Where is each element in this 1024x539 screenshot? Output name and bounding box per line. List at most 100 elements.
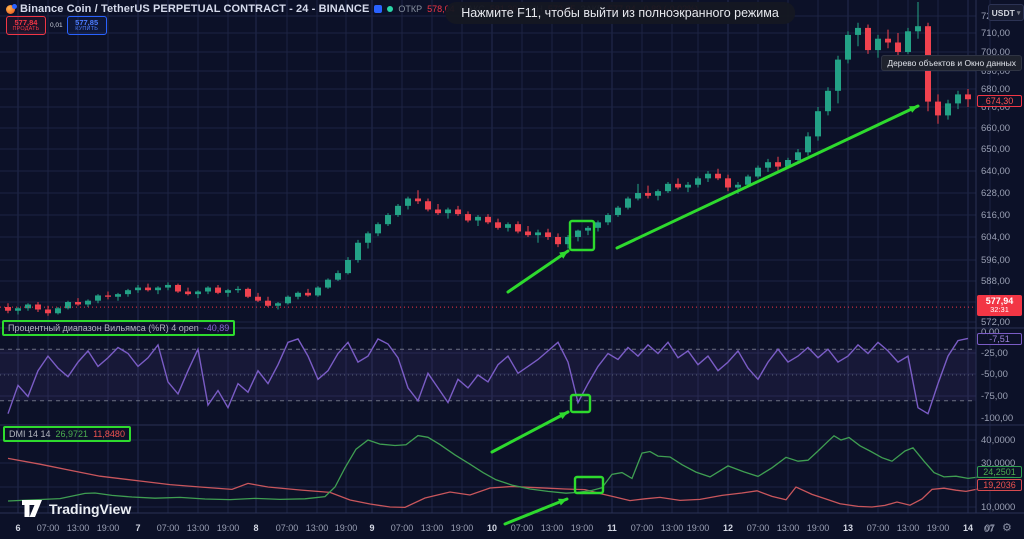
wr-value: -40,89 bbox=[203, 323, 230, 333]
svg-text:07:00: 07:00 bbox=[511, 523, 534, 533]
svg-text:10: 10 bbox=[487, 523, 497, 533]
svg-text:628,00: 628,00 bbox=[981, 188, 1010, 199]
dmi-lines bbox=[7, 434, 1015, 509]
svg-text:13: 13 bbox=[843, 523, 853, 533]
svg-text:-50,00: -50,00 bbox=[981, 369, 1008, 380]
svg-text:650,00: 650,00 bbox=[981, 144, 1010, 155]
svg-text:19:00: 19:00 bbox=[571, 523, 594, 533]
svg-text:13:00: 13:00 bbox=[187, 523, 210, 533]
svg-text:604,00: 604,00 bbox=[981, 232, 1010, 243]
buy-button[interactable]: 577,85 КУПИТЬ bbox=[66, 16, 107, 35]
svg-text:12: 12 bbox=[723, 523, 733, 533]
svg-text:640,00: 640,00 bbox=[981, 166, 1010, 177]
svg-text:572,00: 572,00 bbox=[981, 317, 1010, 328]
tradingview-logo-icon bbox=[22, 500, 42, 517]
svg-text:-75,00: -75,00 bbox=[981, 391, 1008, 402]
dmi-plus-value: 26,9721 bbox=[55, 429, 89, 439]
market-status-icon[interactable] bbox=[387, 6, 394, 12]
svg-text:07: 07 bbox=[985, 523, 995, 533]
svg-text:13:00: 13:00 bbox=[897, 523, 920, 533]
candles-layer bbox=[5, 2, 971, 316]
svg-text:30,0000: 30,0000 bbox=[981, 458, 1015, 469]
svg-text:13:00: 13:00 bbox=[661, 523, 684, 533]
svg-text:07:00: 07:00 bbox=[867, 523, 890, 533]
svg-text:13:00: 13:00 bbox=[306, 523, 329, 533]
svg-text:07:00: 07:00 bbox=[276, 523, 299, 533]
currency-label: USDT bbox=[991, 7, 1015, 18]
wr-line bbox=[7, 337, 969, 415]
grid-layer bbox=[0, 0, 991, 513]
symbol-title[interactable]: Binance Coin / TetherUS PERPETUAL CONTRA… bbox=[20, 3, 370, 15]
trade-panel: 577,84 ПРОДАТЬ 0,01 577,85 КУПИТЬ bbox=[6, 16, 107, 35]
annotations-layer bbox=[490, 104, 920, 526]
svg-text:588,00: 588,00 bbox=[981, 276, 1010, 287]
bar-countdown: 32:31 bbox=[990, 305, 1009, 315]
sell-button[interactable]: 577,84 ПРОДАТЬ bbox=[6, 16, 46, 35]
symbol-logo-icon bbox=[6, 3, 17, 14]
svg-text:690,00: 690,00 bbox=[981, 66, 1010, 77]
dmi-minus-value: 11,8480 bbox=[93, 429, 125, 439]
svg-text:8: 8 bbox=[253, 523, 258, 533]
svg-text:14: 14 bbox=[963, 523, 973, 533]
svg-text:0,00: 0,00 bbox=[981, 327, 1000, 338]
svg-text:670,00: 670,00 bbox=[981, 102, 1010, 113]
gear-icon[interactable]: ⚙ bbox=[1002, 522, 1012, 534]
sell-price: 577,84 bbox=[14, 17, 38, 27]
svg-text:9: 9 bbox=[369, 523, 374, 533]
clipped-time-label: 07 bbox=[984, 524, 995, 534]
fullscreen-toast: Нажмите F11, чтобы выйти из полноэкранно… bbox=[445, 2, 795, 24]
spread-value: 0,01 bbox=[50, 22, 63, 29]
buy-price: 577,85 bbox=[75, 17, 99, 27]
open-label: ОТКР bbox=[398, 4, 423, 14]
svg-text:19:00: 19:00 bbox=[97, 523, 120, 533]
object-tree-tooltip: Дерево объектов и Окно данных bbox=[881, 55, 1022, 71]
tradingview-logo-text: TradingView bbox=[49, 500, 132, 517]
svg-text:07:00: 07:00 bbox=[157, 523, 180, 533]
svg-text:11: 11 bbox=[607, 523, 617, 533]
svg-text:19:00: 19:00 bbox=[807, 523, 830, 533]
svg-text:596,00: 596,00 bbox=[981, 255, 1010, 266]
price-axis-labels[interactable]: 720,00710,00700,00690,00680,00670,00660,… bbox=[981, 11, 1015, 513]
wr-pane bbox=[0, 348, 976, 402]
svg-text:10,0000: 10,0000 bbox=[981, 502, 1015, 513]
dmi-plus-value-label: 24,2501 bbox=[977, 466, 1022, 479]
wr-title: Процентный диапазон Вильямса (%R) 4 open bbox=[8, 323, 199, 333]
svg-text:07:00: 07:00 bbox=[391, 523, 414, 533]
pane-dividers bbox=[0, 0, 1024, 514]
dmi-indicator-legend[interactable]: DMI 14 14 26,9721 11,8480 bbox=[3, 426, 131, 442]
svg-text:40,0000: 40,0000 bbox=[981, 435, 1015, 446]
time-axis-labels[interactable]: 6 07:00 13:00 19:00 7 07:00 13:00 19:00 8 07:00 13… bbox=[15, 523, 995, 533]
svg-text:13:00: 13:00 bbox=[67, 523, 90, 533]
chevron-down-icon: ▾ bbox=[1016, 9, 1021, 17]
dmi-title: DMI 14 14 bbox=[9, 429, 51, 439]
svg-text:19:00: 19:00 bbox=[927, 523, 950, 533]
svg-text:07:00: 07:00 bbox=[631, 523, 654, 533]
svg-text:19:00: 19:00 bbox=[687, 523, 710, 533]
svg-text:-100,00: -100,00 bbox=[981, 413, 1013, 424]
svg-text:660,00: 660,00 bbox=[981, 123, 1010, 134]
svg-text:710,00: 710,00 bbox=[981, 28, 1010, 39]
last-price-label: 577,94 32:31 bbox=[977, 295, 1022, 316]
dmi-minus-value-label: 19,2036 bbox=[977, 479, 1022, 492]
svg-text:13:00: 13:00 bbox=[541, 523, 564, 533]
svg-text:07:00: 07:00 bbox=[37, 523, 60, 533]
svg-text:700,00: 700,00 bbox=[981, 47, 1010, 58]
buy-label: КУПИТЬ bbox=[75, 26, 99, 32]
sell-label: ПРОДАТЬ bbox=[12, 26, 40, 32]
svg-text:13:00: 13:00 bbox=[421, 523, 444, 533]
flag-icon[interactable] bbox=[374, 5, 383, 13]
svg-text:6: 6 bbox=[15, 523, 20, 533]
svg-text:19:00: 19:00 bbox=[335, 523, 358, 533]
wr-value-label: -7,51 bbox=[977, 333, 1022, 346]
wr-indicator-legend[interactable]: Процентный диапазон Вильямса (%R) 4 open… bbox=[2, 320, 236, 336]
svg-text:13:00: 13:00 bbox=[777, 523, 800, 533]
tradingview-logo[interactable]: TradingView bbox=[22, 500, 131, 517]
secondary-price-label: 674,30 bbox=[977, 95, 1022, 108]
svg-text:07:00: 07:00 bbox=[747, 523, 770, 533]
last-price-value: 577,94 bbox=[985, 296, 1014, 306]
svg-text:-25,00: -25,00 bbox=[981, 348, 1008, 359]
svg-text:680,00: 680,00 bbox=[981, 84, 1010, 95]
currency-dropdown[interactable]: USDT ▾ bbox=[988, 4, 1024, 21]
